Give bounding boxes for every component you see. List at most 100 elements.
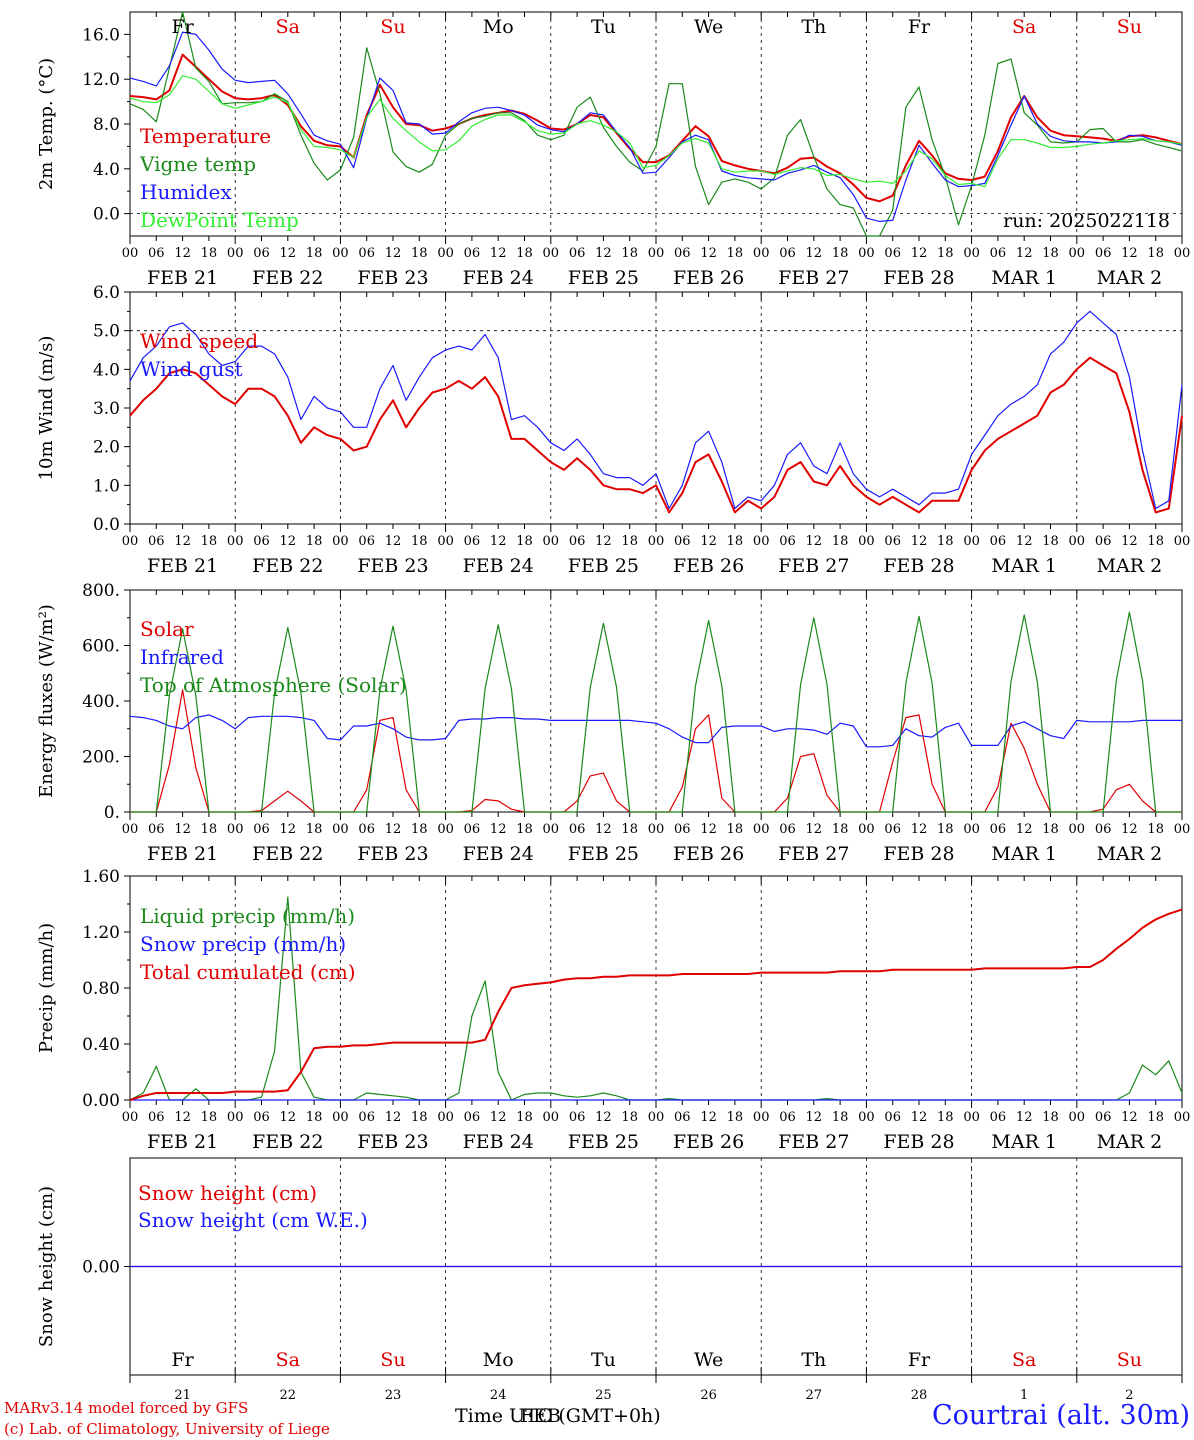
date-label: FEB 24	[463, 843, 534, 865]
run-label: run: 2025022118	[1003, 210, 1170, 232]
hour-tick-label: 06	[779, 246, 796, 261]
y-tick-label: 4.0	[93, 360, 120, 380]
hour-tick-label: 18	[1147, 1110, 1164, 1125]
hour-tick-label: 12	[595, 822, 612, 837]
hour-tick-label: 12	[700, 246, 717, 261]
hour-tick-label: 18	[1147, 534, 1164, 549]
panel-frame	[129, 589, 1183, 813]
series-line	[129, 908, 1183, 1101]
hour-tick-label: 00	[122, 534, 139, 549]
hour-tick-label: 18	[201, 822, 218, 837]
hour-tick-label: 06	[253, 534, 270, 549]
day-number: 27	[806, 1388, 823, 1403]
hour-tick-label: 00	[543, 822, 560, 837]
date-label: MAR 1	[991, 267, 1057, 289]
date-label: FEB 22	[252, 1131, 323, 1153]
hour-tick-label: 00	[1174, 246, 1191, 261]
hour-tick-label: 12	[174, 822, 191, 837]
series-line	[130, 611, 1182, 813]
y-tick-label: 0.40	[82, 1035, 120, 1055]
hour-tick-label: 18	[306, 534, 323, 549]
hour-tick-label: 06	[674, 534, 691, 549]
time-axis-label: Time UTC (GMT+0h)	[455, 1405, 661, 1427]
hour-tick-label: 18	[832, 246, 849, 261]
series-line	[129, 356, 1183, 514]
y-tick-label: 0.0	[93, 515, 120, 535]
time-axis-overlay: FEB	[520, 1405, 562, 1427]
series-line	[129, 310, 1183, 510]
hour-tick-label: 00	[332, 822, 349, 837]
hour-tick-label: 18	[1147, 246, 1164, 261]
legend-entry: Wind speed	[140, 329, 258, 353]
date-label: FEB 27	[778, 555, 849, 577]
y-axis-label: Snow height (cm)	[36, 1186, 57, 1347]
hour-tick-label: 06	[358, 246, 375, 261]
hour-tick-label: 06	[148, 1110, 165, 1125]
hour-tick-label: 06	[884, 246, 901, 261]
hour-tick-label: 12	[911, 1110, 928, 1125]
hour-tick-label: 18	[832, 534, 849, 549]
hour-tick-label: 00	[753, 1110, 770, 1125]
y-tick-label: 8.0	[93, 115, 120, 135]
y-tick-label: 1.0	[93, 476, 120, 496]
hour-tick-label: 06	[464, 1110, 481, 1125]
hour-tick-label: 06	[884, 1110, 901, 1125]
hour-tick-label: 06	[1095, 534, 1112, 549]
hour-tick-label: 18	[727, 1110, 744, 1125]
hour-tick-label: 00	[227, 246, 244, 261]
hour-tick-label: 12	[911, 822, 928, 837]
day-name-bottom: Sa	[1012, 1349, 1036, 1371]
hour-tick-label: 18	[1147, 822, 1164, 837]
date-label: MAR 2	[1097, 555, 1163, 577]
hour-tick-label: 12	[1121, 1110, 1138, 1125]
hour-tick-label: 00	[963, 246, 980, 261]
hour-tick-label: 18	[516, 1110, 533, 1125]
hour-tick-label: 00	[227, 534, 244, 549]
day-name-top: Sa	[1012, 16, 1036, 38]
hour-tick-label: 18	[516, 246, 533, 261]
hour-tick-label: 12	[1016, 822, 1033, 837]
hour-tick-label: 00	[858, 246, 875, 261]
hour-tick-label: 00	[753, 534, 770, 549]
y-tick-label: 0.00	[82, 1258, 120, 1278]
hour-tick-label: 06	[1095, 246, 1112, 261]
hour-tick-label: 18	[727, 822, 744, 837]
hour-tick-label: 06	[569, 534, 586, 549]
hour-tick-label: 18	[411, 822, 428, 837]
hour-tick-label: 06	[253, 246, 270, 261]
hour-tick-label: 00	[963, 1110, 980, 1125]
day-number: 2	[1125, 1388, 1133, 1403]
hour-tick-label: 00	[227, 1110, 244, 1125]
hour-tick-label: 06	[569, 1110, 586, 1125]
hour-tick-label: 12	[595, 534, 612, 549]
day-name-top: Tu	[591, 16, 616, 38]
date-label: FEB 25	[568, 1131, 639, 1153]
hour-tick-label: 12	[595, 1110, 612, 1125]
y-tick-label: 4.0	[93, 160, 120, 180]
hour-tick-label: 00	[648, 246, 665, 261]
day-name-bottom: We	[694, 1349, 723, 1371]
date-label: FEB 23	[357, 267, 428, 289]
y-tick-label: 200.	[82, 748, 120, 768]
date-label: FEB 22	[252, 267, 323, 289]
y-axis-label: Energy fluxes (W/m²)	[36, 604, 57, 798]
hour-tick-label: 12	[280, 822, 297, 837]
date-label: FEB 27	[778, 267, 849, 289]
y-tick-label: 5.0	[93, 322, 120, 342]
hour-tick-label: 12	[806, 534, 823, 549]
hour-tick-label: 00	[858, 1110, 875, 1125]
day-name-bottom: Mo	[483, 1349, 514, 1371]
y-tick-label: 6.0	[93, 283, 120, 303]
station-label: Courtrai (alt. 30m)	[931, 1400, 1190, 1431]
date-label: MAR 1	[991, 1131, 1057, 1153]
hour-tick-label: 18	[727, 534, 744, 549]
y-axis-label: Precip (mm/h)	[36, 923, 57, 1053]
hour-tick-label: 00	[437, 246, 454, 261]
hour-tick-label: 18	[201, 534, 218, 549]
hour-tick-label: 06	[1095, 822, 1112, 837]
date-label: FEB 26	[673, 267, 744, 289]
hour-tick-label: 12	[806, 246, 823, 261]
hour-tick-label: 18	[1042, 534, 1059, 549]
hour-tick-label: 06	[779, 822, 796, 837]
series-line	[129, 714, 1182, 748]
